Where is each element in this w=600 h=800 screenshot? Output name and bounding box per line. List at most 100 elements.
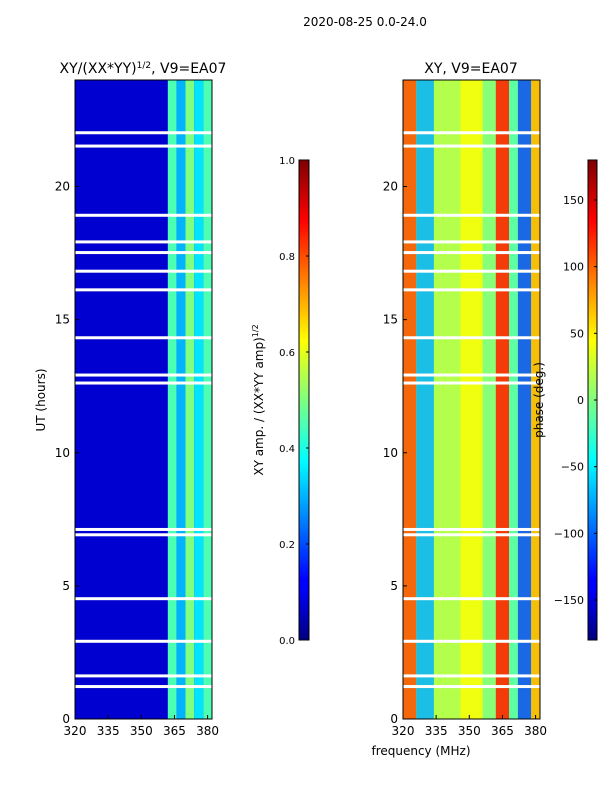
amplitude-flag-line-8 — [75, 336, 212, 340]
phase-ytick-label-4: 20 — [383, 180, 398, 194]
amplitude-colorbar-tick-label-1: 0.2 — [279, 540, 295, 551]
phase-flag-line-5 — [403, 527, 540, 531]
amplitude-flag-line-10 — [75, 269, 212, 273]
phase-flag-line-6 — [403, 381, 540, 385]
amplitude-flag-line-13 — [75, 213, 212, 217]
phase-xtick-label-3: 365 — [491, 724, 514, 738]
phase-flag-line-10 — [403, 269, 540, 273]
phase-band-1 — [416, 80, 434, 719]
amplitude-colorbar-tick-label-0: 0.0 — [279, 636, 295, 647]
phase-flag-line-13 — [403, 213, 540, 217]
amplitude-colorbar-bar — [298, 159, 310, 641]
phase-colorbar-ticks: −150 −100 −50 0 50 100 150 — [554, 194, 597, 607]
amplitude-ylabel: UT (hours) — [34, 368, 48, 431]
phase-colorbar-tick-label-0: −150 — [554, 594, 584, 607]
phase-ytick-label-2: 10 — [383, 446, 398, 460]
amplitude-ytick-label-1: 5 — [62, 579, 70, 593]
phase-title: XY, V9=EA07 — [424, 61, 518, 77]
amplitude-flag-lines — [75, 131, 212, 689]
phase-band-0 — [403, 80, 417, 719]
amplitude-flag-line-14 — [75, 144, 212, 148]
amplitude-ytick-label-0: 0 — [62, 712, 70, 726]
amplitude-flag-line-4 — [75, 533, 212, 537]
amplitude-title-rest: , V9=EA07 — [151, 61, 226, 77]
amplitude-flag-line-15 — [75, 131, 212, 135]
phase-band-4 — [482, 80, 496, 719]
amplitude-colorbar-tick-label-4: 0.8 — [279, 252, 295, 263]
phase-flag-lines — [403, 131, 540, 689]
amplitude-title-sup: 1/2 — [137, 61, 151, 71]
phase-colorbar-tick-label-2: −50 — [561, 461, 584, 474]
amplitude-xtick-label-1: 335 — [97, 724, 120, 738]
phase-colorbar-tick-label-5: 100 — [563, 261, 584, 274]
phase-flag-line-0 — [403, 685, 540, 689]
amplitude-band-0 — [75, 80, 168, 719]
amplitude-band-3 — [185, 80, 195, 719]
amplitude-bands — [75, 80, 212, 719]
amplitude-xtick-label-2: 350 — [130, 724, 153, 738]
amplitude-plot-frame — [74, 79, 213, 720]
amplitude-ytick-label-4: 20 — [55, 180, 70, 194]
phase-flag-line-15 — [403, 131, 540, 135]
amplitude-band-4 — [194, 80, 204, 719]
phase-ytick-label-1: 5 — [390, 579, 398, 593]
phase-band-8 — [531, 80, 540, 719]
amplitude-flag-line-7 — [75, 373, 212, 377]
amplitude-flag-line-5 — [75, 527, 212, 531]
phase-band-2 — [433, 80, 461, 719]
phase-flag-line-9 — [403, 288, 540, 292]
phase-xtick-label-0: 320 — [392, 724, 415, 738]
amplitude-colorbar-label: XY amp. / (XX*YY amp)1/2 — [251, 324, 266, 475]
amplitude-xtick-label-3: 365 — [163, 724, 186, 738]
phase-colorbar-tick-label-3: 0 — [577, 394, 584, 407]
phase-flag-line-8 — [403, 336, 540, 340]
amplitude-band-1 — [167, 80, 177, 719]
phase-panel: XY, V9=EA07 320 335 350 365 380 0 5 10 15 20 — [383, 61, 547, 738]
phase-flag-line-2 — [403, 639, 540, 643]
amplitude-colorbar-tick-label-5: 1.0 — [279, 156, 295, 167]
figure-title: 2020-08-25 0.0-24.0 — [303, 15, 427, 29]
phase-flag-line-7 — [403, 373, 540, 377]
amplitude-flag-line-0 — [75, 685, 212, 689]
amplitude-title-main: XY/(XX*YY) — [60, 61, 137, 77]
phase-flag-line-3 — [403, 597, 540, 601]
phase-flag-line-12 — [403, 240, 540, 244]
phase-band-6 — [509, 80, 518, 719]
amplitude-xticks: 320 335 350 365 380 — [64, 715, 219, 738]
phase-xtick-label-1: 335 — [425, 724, 448, 738]
phase-colorbar: −150 −100 −50 0 50 100 150 phase (deg.) — [532, 159, 598, 641]
amplitude-yticks: 0 5 10 15 20 — [55, 180, 79, 726]
phase-colorbar-tick-label-1: −100 — [554, 527, 584, 540]
phase-bands — [403, 80, 540, 719]
amplitude-flag-line-9 — [75, 288, 212, 292]
phase-plot-frame — [402, 79, 541, 720]
amplitude-xtick-label-4: 380 — [196, 724, 219, 738]
phase-xticks: 320 335 350 365 380 — [392, 715, 547, 738]
phase-colorbar-label: phase (deg.) — [532, 362, 546, 438]
phase-colorbar-tick-label-6: 150 — [563, 194, 584, 207]
amplitude-title: XY/(XX*YY)1/2, V9=EA07 — [60, 61, 227, 77]
amplitude-flag-line-1 — [75, 674, 212, 678]
amplitude-flag-line-12 — [75, 240, 212, 244]
amplitude-flag-line-6 — [75, 381, 212, 385]
frequency-xlabel: frequency (MHz) — [371, 744, 470, 758]
amplitude-band-5 — [203, 80, 212, 719]
phase-yticks: 0 5 10 15 20 — [383, 180, 407, 726]
phase-ytick-label-0: 0 — [390, 712, 398, 726]
amplitude-ytick-label-3: 15 — [55, 313, 70, 327]
phase-colorbar-tick-label-4: 50 — [570, 327, 584, 340]
amplitude-xtick-label-0: 320 — [64, 724, 87, 738]
amplitude-flag-line-3 — [75, 597, 212, 601]
amplitude-colorbar: 0.0 0.2 0.4 0.6 0.8 1.0 XY amp. / (XX*YY amp)… — [251, 156, 310, 647]
amplitude-colorbar-label-main: XY amp. / (XX*YY amp) — [252, 337, 266, 475]
amplitude-band-2 — [176, 80, 186, 719]
phase-band-5 — [495, 80, 510, 719]
phase-flag-line-14 — [403, 144, 540, 148]
amplitude-colorbar-tick-label-3: 0.6 — [279, 348, 295, 359]
phase-band-7 — [517, 80, 532, 719]
phase-xtick-label-2: 350 — [458, 724, 481, 738]
phase-xtick-label-4: 380 — [524, 724, 547, 738]
phase-flag-line-1 — [403, 674, 540, 678]
amplitude-colorbar-ticks: 0.0 0.2 0.4 0.6 0.8 1.0 — [279, 156, 309, 647]
